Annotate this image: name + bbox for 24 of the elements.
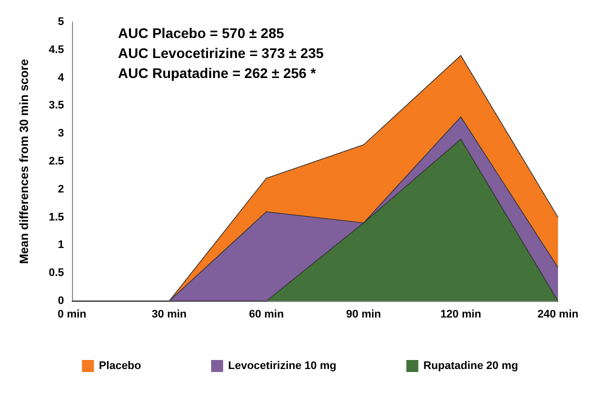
- y-tick-label: 4.5: [48, 44, 64, 56]
- legend-label: Levocetirizine 10 mg: [228, 360, 336, 372]
- annotation: AUC Placebo = 570 ± 285: [118, 25, 284, 41]
- y-tick-label: 3.5: [48, 100, 64, 112]
- y-tick-label: 0.5: [48, 267, 64, 280]
- annotation: AUC Levocetirizine = 373 ± 235: [118, 45, 324, 61]
- y-tick-label: 1: [58, 239, 64, 252]
- y-tick-label: 1.5: [48, 211, 64, 224]
- y-axis-title: Mean differences from 30 min score: [17, 58, 31, 264]
- x-tick-label: 60 min: [248, 308, 284, 320]
- y-tick-label: 2: [58, 183, 64, 196]
- y-tick-label: 4: [58, 72, 65, 84]
- x-tick-label: 0 min: [58, 308, 87, 320]
- legend-label: Placebo: [98, 360, 142, 372]
- y-tick-label: 2.5: [48, 156, 64, 168]
- annotation: AUC Rupatadine = 262 ± 256 *: [118, 65, 316, 81]
- y-tick-label: 3: [58, 128, 64, 140]
- x-tick-label: 30 min: [152, 308, 187, 320]
- legend-label: Rupatadine 20 mg: [423, 360, 518, 372]
- y-tick-label: 5: [58, 16, 64, 28]
- x-tick-label: 90 min: [346, 308, 382, 320]
- x-tick-label: 120 min: [440, 308, 482, 320]
- x-tick-label: 240 min: [538, 308, 579, 320]
- y-tick-label: 0: [58, 295, 64, 307]
